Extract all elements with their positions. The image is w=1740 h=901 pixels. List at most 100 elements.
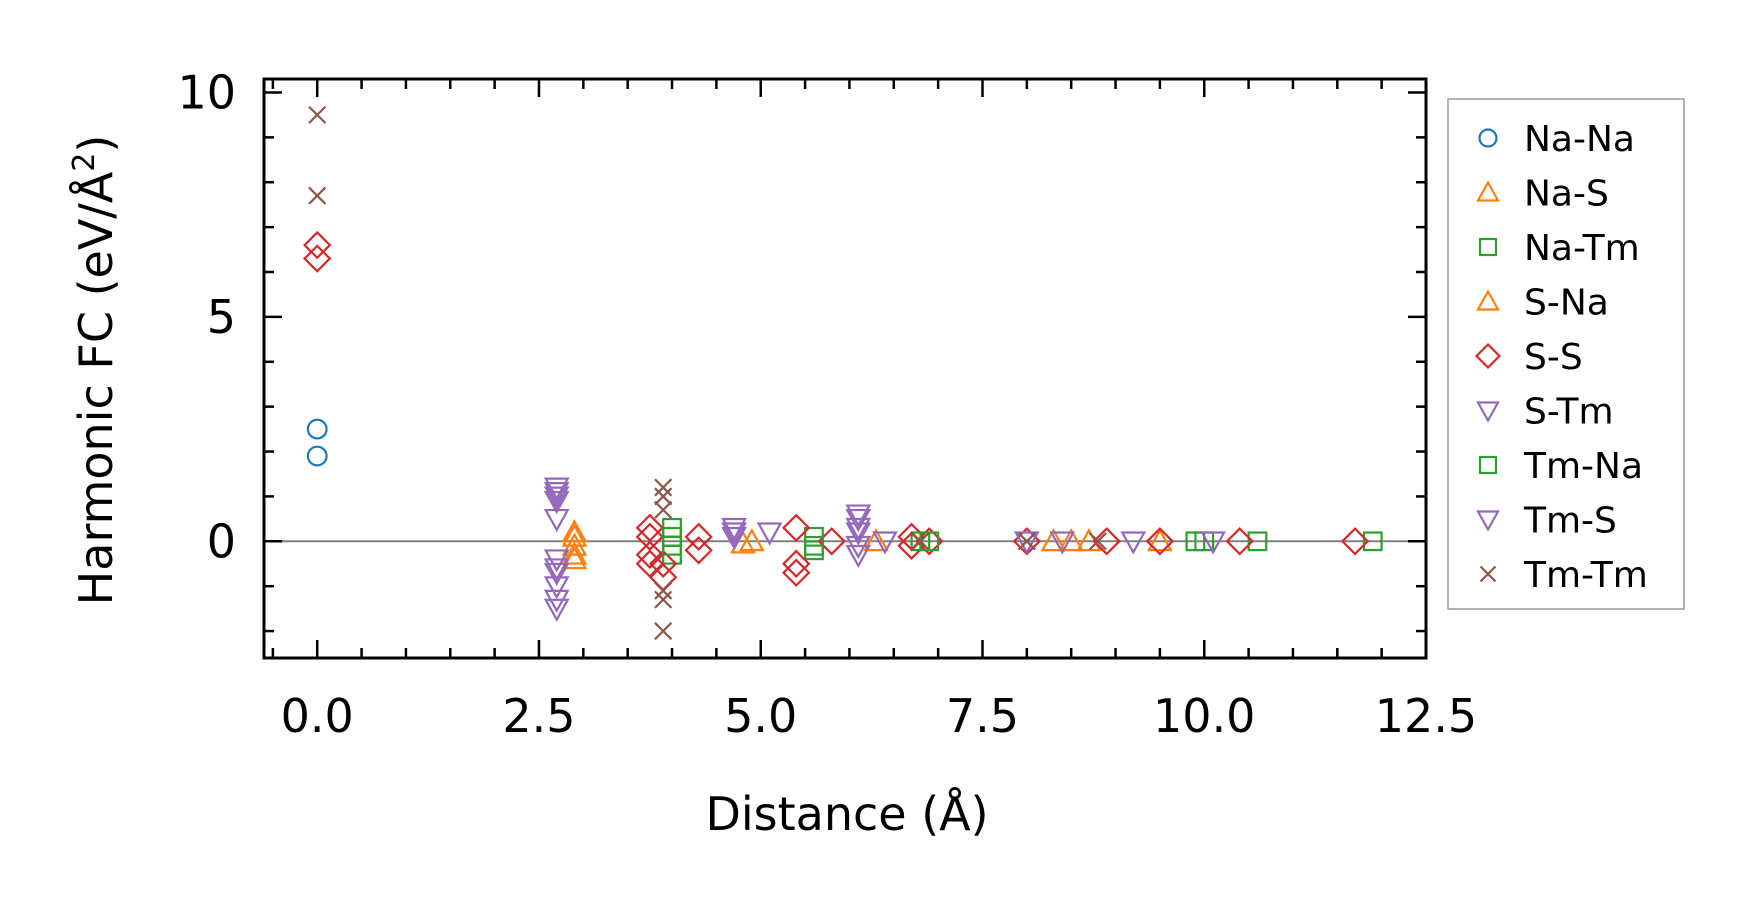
- data-point: [654, 478, 673, 497]
- legend-marker: [1476, 401, 1500, 423]
- y-axis-label-close: ): [69, 135, 123, 153]
- data-point: [561, 541, 588, 565]
- legend-marker: [1476, 289, 1500, 311]
- data-point: [804, 535, 824, 556]
- data-point: [543, 598, 570, 622]
- y-axis-label-superscript: 2: [67, 153, 102, 172]
- data-point: [684, 522, 713, 552]
- legend-marker: [1478, 128, 1498, 148]
- legend-marker: [1476, 510, 1500, 532]
- x-tick-label: 0.0: [281, 689, 354, 743]
- data-point: [543, 558, 570, 582]
- data-point: [561, 545, 588, 570]
- data-point: [1145, 527, 1175, 556]
- data-point: [863, 528, 889, 552]
- data-point: [306, 418, 328, 440]
- data-point: [782, 549, 811, 578]
- y-tick-label: 5: [207, 290, 236, 344]
- data-point: [1147, 528, 1173, 552]
- series-tm-tm: [308, 105, 1107, 641]
- series-s-na: [561, 523, 1173, 565]
- legend-marker: [1478, 455, 1498, 475]
- plot-frame: [262, 77, 1428, 660]
- data-point: [543, 486, 570, 510]
- data-point: [845, 522, 872, 546]
- data-point: [303, 244, 332, 273]
- legend-label: S-S: [1524, 337, 1583, 378]
- data-point: [782, 513, 811, 543]
- legend-item-s-s: S-S: [1474, 337, 1583, 378]
- data-point: [721, 522, 747, 546]
- data-point: [654, 622, 673, 641]
- data-point: [1088, 532, 1107, 551]
- data-point: [1092, 527, 1121, 556]
- series-na-na: [306, 418, 328, 467]
- x-tick-label: 12.5: [1375, 689, 1477, 743]
- axis-ticks: [264, 79, 1428, 658]
- legend-label: Tm-Tm: [1523, 555, 1648, 596]
- legend-item-tm-na: Tm-Na: [1478, 446, 1643, 487]
- y-tick-label: 0: [207, 514, 236, 568]
- legend-label: Na-Tm: [1524, 228, 1640, 269]
- data-point: [1247, 531, 1268, 552]
- legend-item-tm-s: Tm-S: [1476, 501, 1617, 542]
- legend-label: Na-Na: [1524, 119, 1635, 160]
- data-point: [654, 487, 673, 506]
- x-tick-label: 5.0: [724, 689, 797, 743]
- data-point: [1340, 527, 1370, 556]
- legend-item-na-tm: Na-Tm: [1478, 228, 1640, 269]
- series-tm-s: [543, 482, 1226, 613]
- data-point: [804, 540, 824, 561]
- y-axis-label: Harmonic FC (eV/Å2): [67, 135, 123, 606]
- series-s-s: [303, 230, 1370, 592]
- data-point: [1058, 528, 1085, 552]
- x-tick-label: 2.5: [502, 689, 575, 743]
- x-axis-label: Distance (Å): [705, 787, 988, 841]
- tick-labels: 0.0 2.5 5.0 7.5 10.0 12.5 0 5 10: [177, 65, 1477, 743]
- legend-label: Tm-S: [1523, 501, 1617, 542]
- data-point: [911, 532, 930, 551]
- data-point: [654, 590, 673, 609]
- data-point: [684, 536, 713, 565]
- data-point: [543, 562, 570, 586]
- data-point: [1225, 527, 1254, 556]
- legend-item-na-s: Na-S: [1476, 174, 1609, 215]
- legend-label: Na-S: [1524, 174, 1609, 215]
- legend-item-s-na: S-Na: [1476, 283, 1609, 324]
- legend-marker: [1479, 565, 1497, 583]
- data-point: [654, 581, 673, 600]
- data-point: [1040, 528, 1067, 552]
- legend-marker: [1474, 342, 1502, 370]
- data-point: [1362, 531, 1383, 552]
- legend-label: S-Tm: [1524, 392, 1614, 433]
- data-point: [654, 500, 673, 519]
- data-point: [662, 535, 682, 556]
- x-tick-label: 10.0: [1153, 689, 1255, 743]
- data-point: [648, 549, 678, 578]
- legend-marker: [1478, 237, 1498, 257]
- data-point: [635, 513, 665, 543]
- data-point: [1120, 531, 1147, 555]
- legend: Na-Na Na-S Na-Tm S-Na S-S S-Tm Tm-Na Tm-S Tm-Tm: [1447, 98, 1685, 610]
- data-point: [872, 531, 898, 555]
- data-point: [756, 522, 783, 546]
- data-point: [1013, 531, 1040, 555]
- legend-item-na-na: Na-Na: [1478, 119, 1635, 160]
- data-point: [1200, 531, 1226, 555]
- data-point: [1049, 531, 1076, 555]
- data-point: [845, 517, 872, 542]
- data-point: [721, 526, 747, 551]
- data-point: [782, 558, 811, 587]
- data-point: [308, 105, 327, 124]
- x-tick-label: 7.5: [946, 689, 1019, 743]
- data-point: [303, 230, 332, 260]
- data-point: [845, 504, 872, 528]
- legend-marker: [1476, 180, 1500, 202]
- data-point: [635, 522, 665, 552]
- data-point: [306, 445, 328, 467]
- data-points: [303, 105, 1383, 641]
- y-tick-label: 10: [177, 65, 236, 119]
- data-point: [1017, 532, 1036, 551]
- legend-label: S-Na: [1524, 283, 1609, 324]
